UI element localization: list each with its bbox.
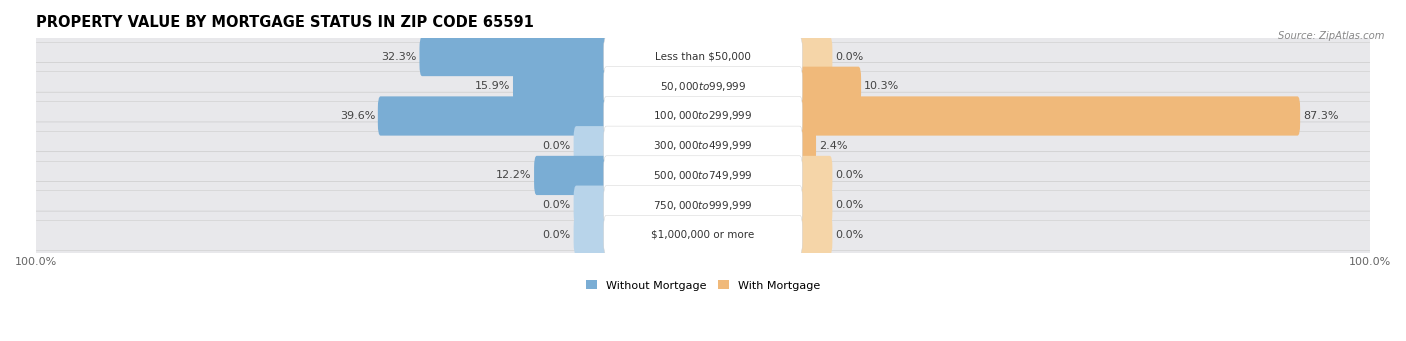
FancyBboxPatch shape [603, 156, 803, 195]
Text: 10.3%: 10.3% [863, 81, 898, 91]
FancyBboxPatch shape [34, 62, 1372, 110]
FancyBboxPatch shape [797, 97, 1301, 136]
Text: 2.4%: 2.4% [818, 141, 848, 151]
FancyBboxPatch shape [574, 126, 609, 165]
Text: 0.0%: 0.0% [543, 200, 571, 210]
Text: PROPERTY VALUE BY MORTGAGE STATUS IN ZIP CODE 65591: PROPERTY VALUE BY MORTGAGE STATUS IN ZIP… [37, 15, 534, 30]
Text: $50,000 to $99,999: $50,000 to $99,999 [659, 80, 747, 93]
FancyBboxPatch shape [34, 92, 1372, 140]
Text: $100,000 to $299,999: $100,000 to $299,999 [654, 109, 752, 122]
FancyBboxPatch shape [797, 126, 815, 165]
Text: $500,000 to $749,999: $500,000 to $749,999 [654, 169, 752, 182]
FancyBboxPatch shape [34, 33, 1372, 80]
FancyBboxPatch shape [603, 186, 803, 225]
FancyBboxPatch shape [34, 211, 1372, 259]
FancyBboxPatch shape [603, 126, 803, 165]
FancyBboxPatch shape [603, 37, 803, 76]
FancyBboxPatch shape [797, 156, 832, 195]
Text: 0.0%: 0.0% [835, 170, 863, 180]
FancyBboxPatch shape [603, 215, 803, 254]
FancyBboxPatch shape [797, 215, 832, 254]
FancyBboxPatch shape [797, 186, 832, 225]
Text: 0.0%: 0.0% [543, 141, 571, 151]
FancyBboxPatch shape [574, 215, 609, 254]
Text: $750,000 to $999,999: $750,000 to $999,999 [654, 199, 752, 212]
Text: 0.0%: 0.0% [835, 51, 863, 61]
FancyBboxPatch shape [797, 66, 860, 106]
Text: Source: ZipAtlas.com: Source: ZipAtlas.com [1278, 31, 1385, 41]
Text: 0.0%: 0.0% [835, 200, 863, 210]
FancyBboxPatch shape [34, 122, 1372, 169]
FancyBboxPatch shape [534, 156, 609, 195]
Text: 0.0%: 0.0% [835, 230, 863, 240]
Text: 39.6%: 39.6% [340, 111, 375, 121]
Text: 15.9%: 15.9% [475, 81, 510, 91]
FancyBboxPatch shape [419, 37, 609, 76]
FancyBboxPatch shape [797, 37, 832, 76]
FancyBboxPatch shape [574, 186, 609, 225]
FancyBboxPatch shape [603, 66, 803, 106]
Legend: Without Mortgage, With Mortgage: Without Mortgage, With Mortgage [582, 276, 824, 295]
Text: 32.3%: 32.3% [381, 51, 416, 61]
Text: 87.3%: 87.3% [1303, 111, 1339, 121]
FancyBboxPatch shape [603, 97, 803, 136]
FancyBboxPatch shape [34, 181, 1372, 229]
FancyBboxPatch shape [34, 152, 1372, 199]
Text: Less than $50,000: Less than $50,000 [655, 51, 751, 61]
Text: $1,000,000 or more: $1,000,000 or more [651, 230, 755, 240]
Text: 0.0%: 0.0% [543, 230, 571, 240]
Text: 12.2%: 12.2% [496, 170, 531, 180]
FancyBboxPatch shape [513, 66, 609, 106]
Text: $300,000 to $499,999: $300,000 to $499,999 [654, 139, 752, 152]
FancyBboxPatch shape [378, 97, 609, 136]
